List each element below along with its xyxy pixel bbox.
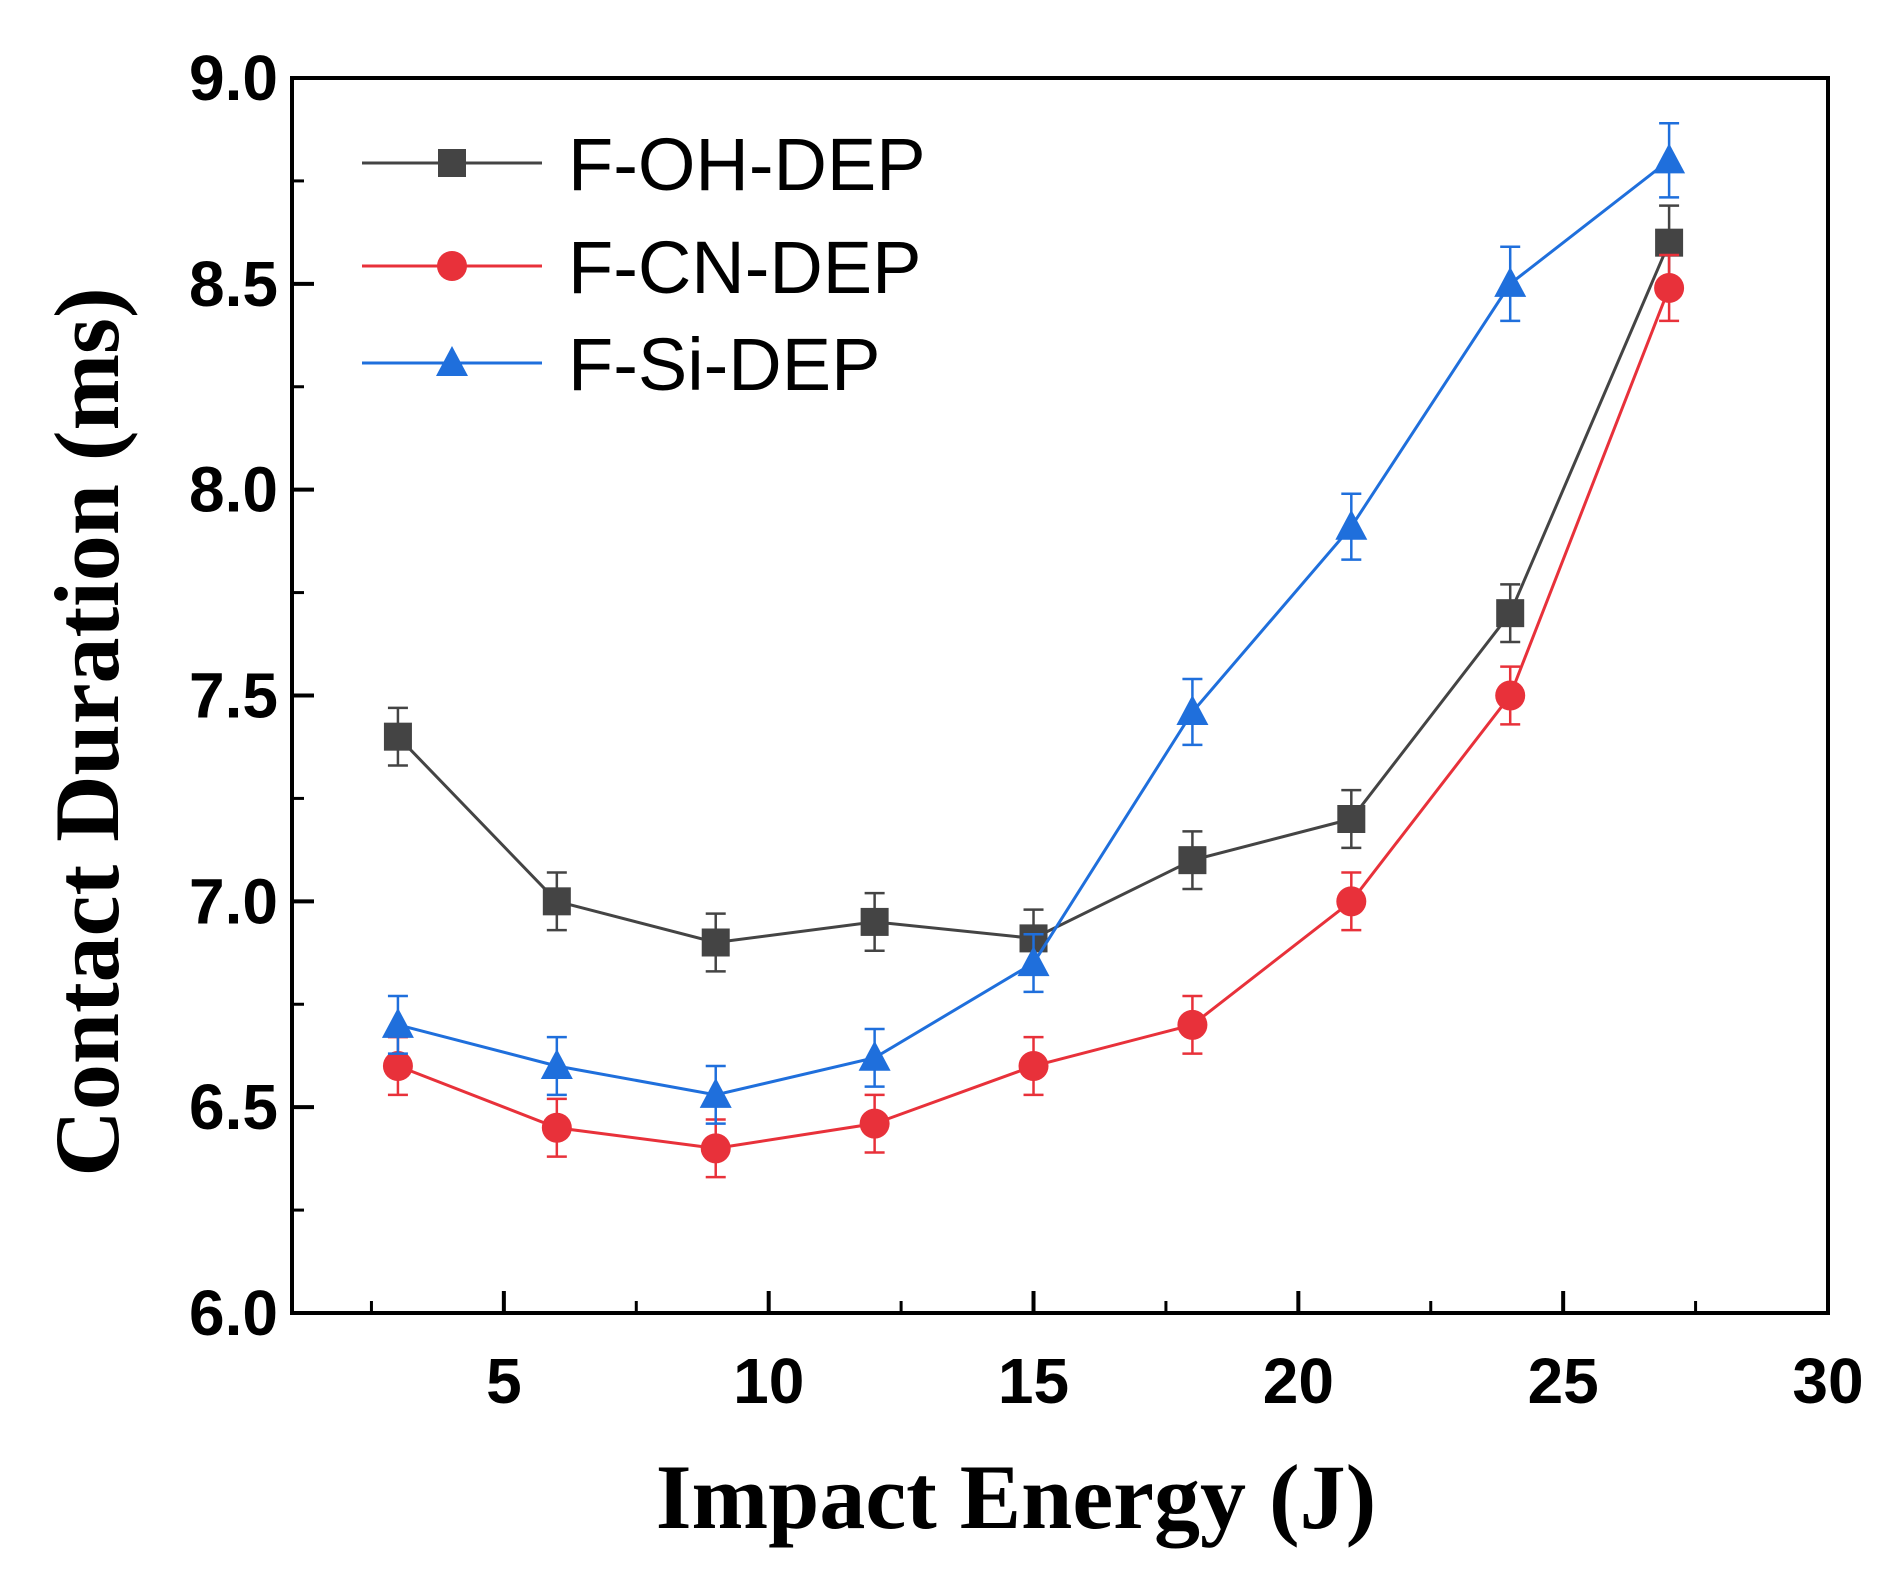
legend-item-f-cn-dep: F-CN-DEP xyxy=(362,226,922,309)
data-point-f-si-dep xyxy=(699,1077,732,1108)
data-point-f-si-dep xyxy=(858,1040,891,1071)
x-tick-label: 30 xyxy=(1792,1345,1863,1417)
legend-label: F-OH-DEP xyxy=(568,123,926,206)
data-point-f-si-dep xyxy=(1335,509,1368,540)
series-f-cn-dep xyxy=(382,253,1685,1179)
data-point-f-si-dep xyxy=(1653,143,1686,174)
legend-marker xyxy=(436,346,468,376)
data-point-f-cn-dep xyxy=(1495,680,1526,711)
y-tick-label: 8.5 xyxy=(189,248,278,320)
data-point-f-oh-dep xyxy=(383,722,412,751)
data-point-f-si-dep xyxy=(1494,266,1527,297)
data-point-f-oh-dep xyxy=(1337,805,1366,833)
data-point-f-si-dep xyxy=(1176,694,1209,725)
x-tick-label: 5 xyxy=(486,1345,522,1417)
data-point-f-cn-dep xyxy=(1654,272,1685,303)
y-tick-label: 6.0 xyxy=(189,1277,278,1349)
data-point-f-oh-dep xyxy=(860,907,889,936)
legend: F-OH-DEP F-CN-DEP F-Si-DEP xyxy=(362,123,926,406)
series-layer xyxy=(381,122,1686,1179)
y-axis-title: Contact Duration (ms) xyxy=(36,287,138,1176)
data-point-f-cn-dep xyxy=(700,1133,731,1164)
legend-label: F-CN-DEP xyxy=(568,226,922,309)
x-tick-label: 15 xyxy=(998,1345,1069,1417)
legend-marker xyxy=(438,149,466,177)
data-point-f-oh-dep xyxy=(1178,846,1207,875)
data-point-f-cn-dep xyxy=(859,1108,890,1139)
legend-marker xyxy=(437,251,467,281)
x-tick-label: 10 xyxy=(733,1345,804,1417)
data-point-f-si-dep xyxy=(381,1007,414,1038)
x-tick-label: 20 xyxy=(1263,1345,1334,1417)
y-tick-label: 8.0 xyxy=(189,454,278,526)
legend-label: F-Si-DEP xyxy=(568,323,880,406)
series-f-oh-dep xyxy=(383,204,1684,973)
y-tick-label: 7.0 xyxy=(189,865,278,937)
data-point-f-si-dep xyxy=(1017,946,1050,977)
axes: 5 10 15 20 25 30 6.0 6.5 7.0 7.5 8.0 8.5 9.0 xyxy=(189,42,1864,1417)
legend-item-f-si-dep: F-Si-DEP xyxy=(362,323,880,406)
series-line-f-cn-dep xyxy=(397,287,1671,1150)
data-point-f-cn-dep xyxy=(1336,886,1367,917)
y-tick-label: 7.5 xyxy=(189,660,278,732)
data-point-f-oh-dep xyxy=(701,928,730,957)
data-point-f-oh-dep xyxy=(542,887,571,916)
legend-item-f-oh-dep: F-OH-DEP xyxy=(362,123,926,206)
series-f-si-dep xyxy=(381,122,1686,1125)
x-axis-title: Impact Energy (J) xyxy=(656,1446,1377,1548)
data-point-f-cn-dep xyxy=(1018,1051,1049,1081)
y-tick-label: 6.5 xyxy=(189,1071,278,1143)
x-tick-label: 25 xyxy=(1528,1345,1599,1417)
data-point-f-cn-dep xyxy=(1177,1009,1208,1040)
plot-frame xyxy=(290,76,1830,1315)
data-point-f-cn-dep xyxy=(541,1112,572,1143)
data-point-f-cn-dep xyxy=(382,1051,413,1081)
y-tick-label: 9.0 xyxy=(189,42,278,114)
data-point-f-oh-dep xyxy=(1496,599,1525,628)
data-point-f-si-dep xyxy=(540,1049,573,1079)
data-point-f-oh-dep xyxy=(1655,228,1684,257)
